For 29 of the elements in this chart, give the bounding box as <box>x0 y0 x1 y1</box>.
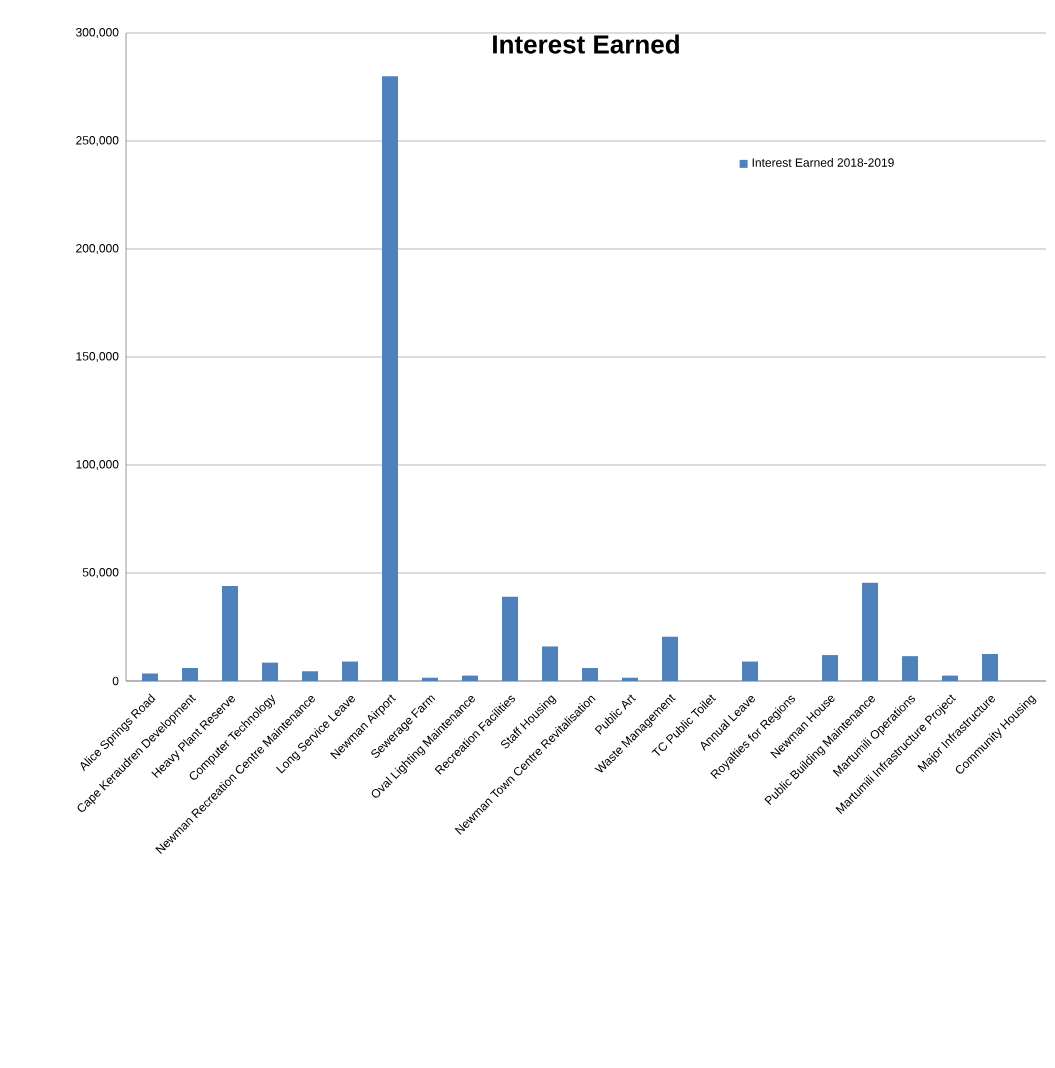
bar <box>822 655 839 681</box>
y-tick-label: 100,000 <box>76 460 119 470</box>
chart-title: Interest Earned <box>493 34 679 54</box>
bar <box>302 671 318 681</box>
bar <box>662 636 679 681</box>
y-tick-label: 50,000 <box>82 568 119 578</box>
bar <box>982 654 999 681</box>
bar <box>342 661 358 681</box>
y-tick-label: 250,000 <box>76 136 119 146</box>
bar <box>382 76 398 681</box>
y-tick-label: 150,000 <box>76 352 119 362</box>
legend-label: Interest Earned 2018-2019 <box>752 158 894 167</box>
bar <box>142 673 158 681</box>
bar <box>942 675 959 681</box>
bar <box>582 668 599 681</box>
bar <box>262 662 278 681</box>
bar <box>902 656 919 681</box>
y-tick-label: 200,000 <box>76 244 119 254</box>
bar <box>462 675 478 681</box>
bar <box>862 582 879 681</box>
bar <box>542 646 559 681</box>
y-tick-label: 0 <box>112 676 119 686</box>
bar <box>222 585 238 681</box>
bar <box>622 677 639 681</box>
bar <box>502 596 518 681</box>
y-tick-label: 300,000 <box>76 28 119 38</box>
bar <box>182 668 199 681</box>
bar <box>422 677 438 681</box>
bar <box>742 661 759 681</box>
